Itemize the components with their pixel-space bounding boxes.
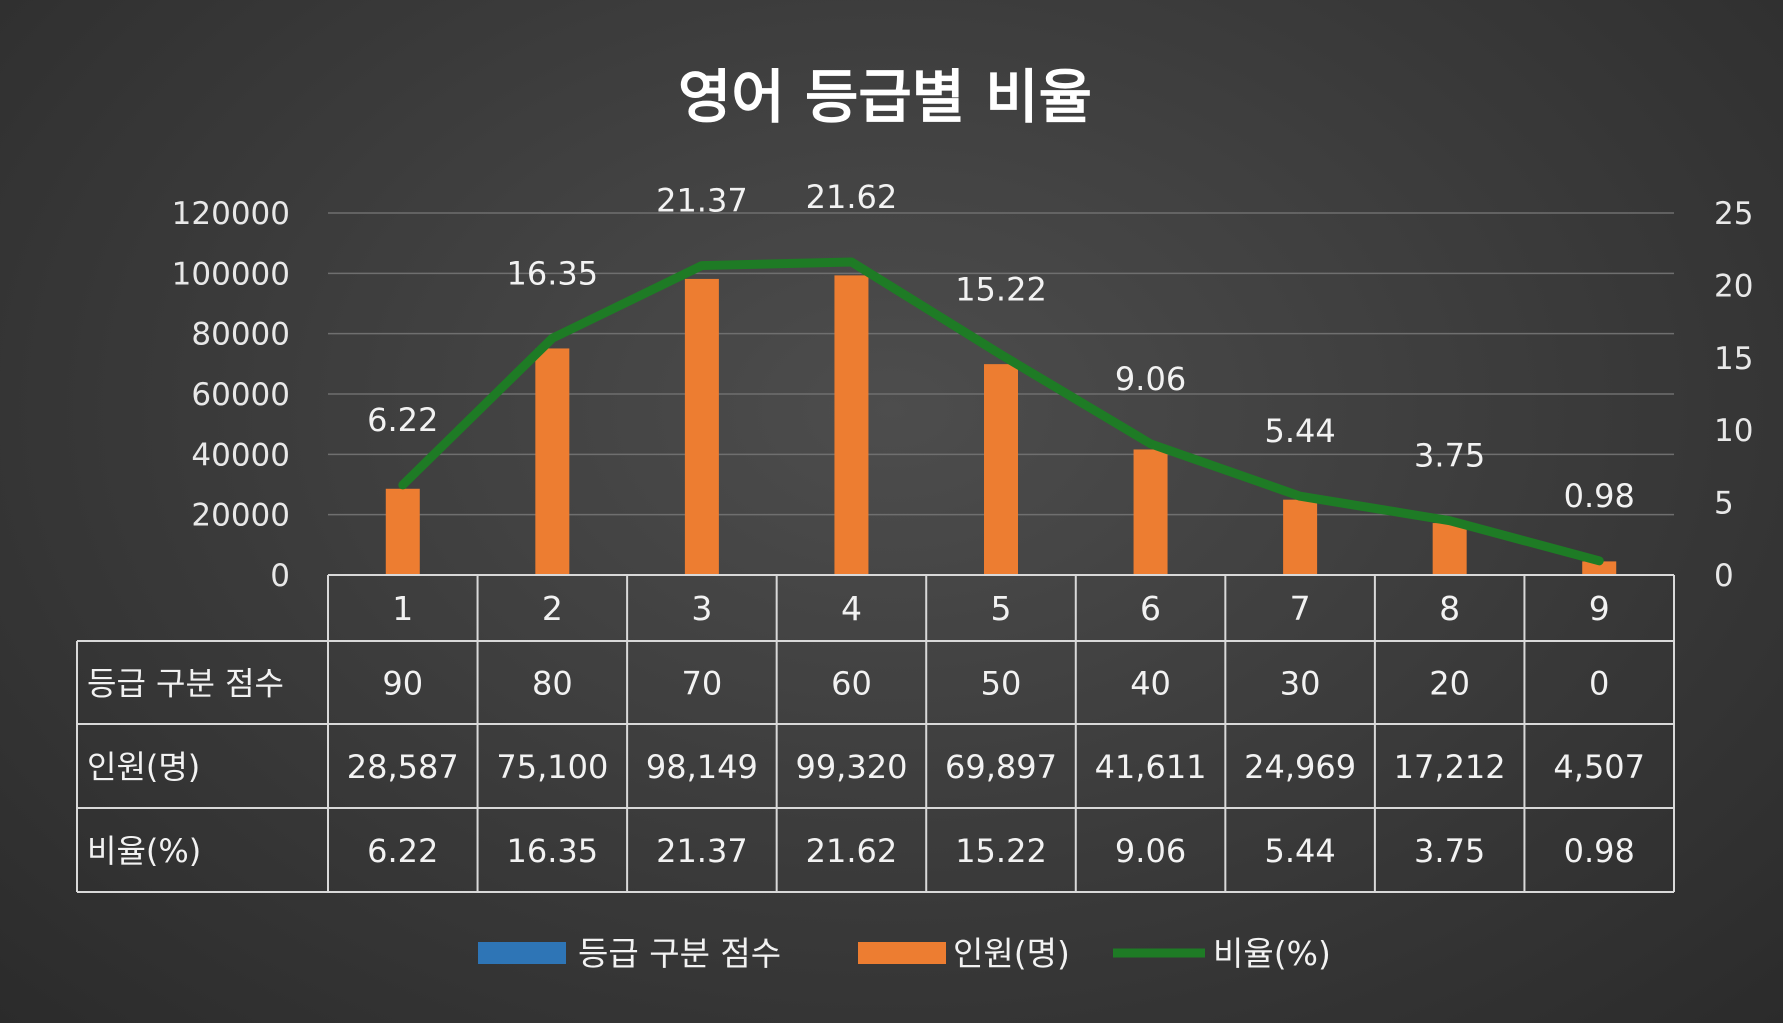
- table-row-label: 비율(%): [87, 832, 201, 870]
- y-right-tick-label: 0: [1714, 558, 1734, 594]
- chart-title: 영어 등급별 비율: [678, 63, 1092, 131]
- table-cell: 6.22: [367, 832, 438, 870]
- table-cell: 21.62: [806, 832, 898, 870]
- table-cell: 75,100: [496, 748, 608, 786]
- bar-series: [385, 275, 1617, 575]
- y-left-tick-label: 60000: [191, 377, 290, 413]
- table-cell: 69,897: [945, 748, 1057, 786]
- bar-1-9: [1582, 561, 1617, 575]
- table-cell: 5.44: [1264, 832, 1335, 870]
- data-table: 1 2 3 4 5 6 7 8 9 등급 구분 점수 90 80 70 60 50 40 30 20 0 인원(명) 2…: [76, 574, 1675, 893]
- table-cell: 98,149: [646, 748, 758, 786]
- legend-swatch: [478, 942, 566, 964]
- table-cell: 99,320: [795, 748, 907, 786]
- data-label: 16.35: [507, 254, 599, 292]
- category-label: 7: [1290, 589, 1311, 628]
- table-cell: 70: [682, 665, 723, 703]
- y-left-tick-label: 100000: [172, 256, 290, 292]
- data-label: 15.22: [955, 271, 1047, 309]
- data-labels: 6.22 16.35 21.37 21.62 15.22 9.06 5.44 3.75 0.98: [367, 178, 1635, 515]
- legend-label: 비율(%): [1213, 934, 1331, 973]
- bar-1-2: [535, 348, 570, 575]
- bar-1-5: [984, 364, 1018, 575]
- legend-label: 인원(명): [953, 934, 1070, 973]
- table-row-label: 인원(명): [87, 748, 200, 786]
- y-left-tick-label: 80000: [191, 317, 290, 353]
- data-label: 0.98: [1564, 477, 1635, 515]
- table-cell: 50: [981, 665, 1022, 703]
- bar-1-8: [1432, 523, 1467, 575]
- table-cell: 15.22: [955, 832, 1047, 870]
- table-cell: 16.35: [507, 832, 599, 870]
- legend-swatch: [858, 942, 946, 964]
- table-cell: 17,212: [1394, 748, 1506, 786]
- y-right-tick-label: 20: [1714, 268, 1753, 304]
- category-label: 4: [841, 589, 862, 628]
- y-left-tick-label: 20000: [191, 498, 290, 534]
- data-label: 3.75: [1414, 437, 1485, 475]
- table-cell: 60: [831, 665, 872, 703]
- category-label: 9: [1589, 589, 1610, 628]
- y-right-tick-label: 25: [1714, 196, 1753, 232]
- category-label: 5: [991, 589, 1012, 628]
- table-row-label: 등급 구분 점수: [87, 665, 284, 703]
- data-label: 21.37: [656, 182, 748, 220]
- bar-1-7: [1283, 499, 1318, 575]
- table-cell: 80: [532, 665, 573, 703]
- table-cell: 40: [1130, 665, 1171, 703]
- table-cell: 28,587: [347, 748, 459, 786]
- line-point-7: [1299, 495, 1302, 498]
- line-point-5: [1000, 353, 1002, 356]
- table-cell: 0: [1589, 665, 1609, 703]
- data-label: 21.62: [806, 178, 898, 216]
- table-cell: 20: [1429, 665, 1470, 703]
- line-point-8: [1448, 519, 1451, 522]
- y-left-tick-label: 120000: [172, 196, 290, 232]
- table-cell: 9.06: [1115, 832, 1186, 870]
- bar-1-6: [1133, 449, 1168, 575]
- y-right-tick-label: 5: [1714, 486, 1734, 522]
- category-label: 2: [542, 589, 563, 628]
- bar-1-1: [385, 488, 420, 575]
- y-left-tick-label: 40000: [191, 437, 290, 473]
- line-point-1: [401, 483, 404, 486]
- table-cell: 90: [382, 665, 423, 703]
- line-point-2: [551, 337, 554, 340]
- table-cell: 30: [1280, 665, 1321, 703]
- table-cell: 0.98: [1564, 832, 1635, 870]
- legend: 등급 구분 점수 인원(명) 비율(%): [478, 934, 1331, 973]
- table-cell: 4,507: [1553, 748, 1645, 786]
- bar-1-3: [684, 278, 719, 575]
- line-point-3: [700, 264, 703, 267]
- line-point-6: [1149, 442, 1152, 445]
- table-cell: 24,969: [1244, 748, 1356, 786]
- line-series: [398, 257, 1604, 566]
- bar-1-4: [834, 275, 869, 575]
- y-right-tick-label: 15: [1714, 341, 1753, 377]
- table-cell: 41,611: [1095, 748, 1207, 786]
- right-axis: 0 5 10 15 20 25: [1714, 196, 1753, 594]
- category-label: 3: [691, 589, 712, 628]
- y-right-tick-label: 10: [1714, 413, 1753, 449]
- data-label: 6.22: [367, 401, 438, 439]
- category-label: 1: [392, 589, 413, 628]
- line-point-4: [850, 260, 853, 263]
- data-label: 9.06: [1115, 360, 1186, 398]
- data-label: 5.44: [1264, 412, 1335, 450]
- line-point-9: [1598, 559, 1601, 562]
- y-left-tick-label: 0: [270, 558, 290, 594]
- legend-label: 등급 구분 점수: [578, 934, 781, 973]
- table-cell: 3.75: [1414, 832, 1485, 870]
- category-label: 6: [1140, 589, 1161, 628]
- category-label: 8: [1439, 589, 1460, 628]
- left-axis: 0 20000 40000 60000 80000 100000 120000: [172, 196, 290, 594]
- table-cell: 21.37: [656, 832, 748, 870]
